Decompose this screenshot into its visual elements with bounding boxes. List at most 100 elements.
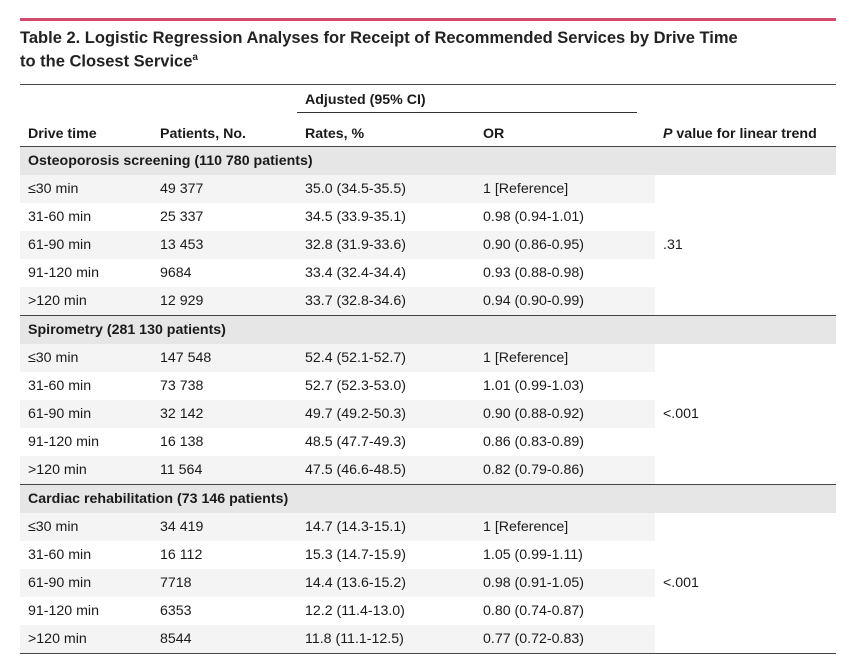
cell-patients: 12 929 [152,286,297,315]
cell-patients: 16 112 [152,540,297,569]
table-row: 31-60 min 73 738 52.7 (52.3-53.0) 1.01 (0.9… [20,371,836,400]
cell-rate: 34.5 (33.9-35.1) [297,202,475,231]
section-header-row: Spirometry (281 130 patients) [20,314,836,344]
cell-patients: 9684 [152,258,297,287]
col-header-or: OR [475,116,655,147]
cell-drive-time: ≤30 min [20,174,152,203]
cell-patients: 25 337 [152,202,297,231]
cell-or: 1 [Reference] [475,174,655,203]
cell-drive-time: 61-90 min [20,230,152,259]
cell-drive-time: ≤30 min [20,512,152,541]
table-row: 91-120 min 9684 33.4 (32.4-34.4) 0.93 (0.88… [20,258,836,287]
cell-drive-time: 91-120 min [20,427,152,456]
cell-patients: 73 738 [152,371,297,400]
table-row: 31-60 min 16 112 15.3 (14.7-15.9) 1.05 (0.9… [20,540,836,569]
cell-drive-time: ≤30 min [20,343,152,372]
cell-patients: 147 548 [152,343,297,372]
table-row: 61-90 min 32 142 49.7 (49.2-50.3) 0.90 (0.8… [20,399,836,428]
cell-drive-time: 61-90 min [20,399,152,428]
cell-rate: 52.4 (52.1-52.7) [297,343,475,372]
cell-rate: 35.0 (34.5-35.5) [297,174,475,203]
cell-patients: 7718 [152,568,297,597]
cell-patients: 49 377 [152,174,297,203]
table-row: 61-90 min 7718 14.4 (13.6-15.2) 0.98 (0.91-… [20,568,836,597]
cell-rate: 33.4 (32.4-34.4) [297,258,475,287]
table-row: ≤30 min 34 419 14.7 (14.3-15.1) 1 [Referenc… [20,512,836,654]
table-row: >120 min 12 929 33.7 (32.8-34.6) 0.94 (0.90… [20,286,836,315]
regression-table: Adjusted (95% CI) Drive time Patients, N… [20,83,836,654]
table-row: ≤30 min 147 548 52.4 (52.1-52.7) 1 [Referen… [20,343,836,484]
table-title-line2: to the Closest Service [20,52,193,71]
cell-drive-time: 31-60 min [20,371,152,400]
header-group-row: Adjusted (95% CI) [20,83,836,117]
cell-rate: 12.2 (11.4-13.0) [297,596,475,625]
table-body: Osteoporosis screening (110 780 patients… [20,146,836,654]
cell-or: 0.86 (0.83-0.89) [475,427,655,456]
cell-drive-time: 91-120 min [20,258,152,287]
adjusted-group-header: Adjusted (95% CI) [297,92,637,113]
cell-pvalue: .31 [655,174,836,315]
cell-patients: 32 142 [152,399,297,428]
cell-or: 0.90 (0.86-0.95) [475,230,655,259]
cell-or: 0.80 (0.74-0.87) [475,596,655,625]
cell-or: 0.90 (0.88-0.92) [475,399,655,428]
cell-patients: 16 138 [152,427,297,456]
cell-rate: 47.5 (46.6-48.5) [297,455,475,484]
cell-patients: 6353 [152,596,297,625]
cell-drive-time: 31-60 min [20,540,152,569]
cell-or: 0.82 (0.79-0.86) [475,455,655,484]
cell-patients: 34 419 [152,512,297,541]
title-footnote-marker: a [192,52,198,63]
table-title-line1: Table 2. Logistic Regression Analyses fo… [20,29,738,47]
section-header-row: Osteoporosis screening (110 780 patients… [20,146,836,175]
table-row: >120 min 11 564 47.5 (46.6-48.5) 0.82 (0.79… [20,455,836,484]
cell-drive-time: >120 min [20,455,152,484]
cell-or: 0.93 (0.88-0.98) [475,258,655,287]
cell-or: 0.98 (0.91-1.05) [475,568,655,597]
cell-drive-time: >120 min [20,624,152,654]
cell-or: 0.77 (0.72-0.83) [475,624,655,654]
cell-rate: 14.7 (14.3-15.1) [297,512,475,541]
cell-or: 0.98 (0.94-1.01) [475,202,655,231]
section-header-row: Cardiac rehabilitation (73 146 patients) [20,483,836,513]
cell-patients: 13 453 [152,230,297,259]
cell-patients: 8544 [152,624,297,654]
col-header-patients: Patients, No. [152,116,297,147]
table-row: 91-120 min 16 138 48.5 (47.7-49.3) 0.86 (0.… [20,427,836,456]
section-label: Osteoporosis screening (110 780 patients… [20,146,836,175]
cell-drive-time: >120 min [20,286,152,315]
cell-rate: 48.5 (47.7-49.3) [297,427,475,456]
cell-rate: 14.4 (13.6-15.2) [297,568,475,597]
cell-drive-time: 91-120 min [20,596,152,625]
cell-rate: 52.7 (52.3-53.0) [297,371,475,400]
cell-drive-time: 31-60 min [20,202,152,231]
cell-pvalue: <.001 [655,343,836,484]
cell-rate: 49.7 (49.2-50.3) [297,399,475,428]
section-label: Spirometry (281 130 patients) [20,314,836,344]
table-row: 61-90 min 13 453 32.8 (31.9-33.6) 0.90 (0.8… [20,230,836,259]
header-column-row: Drive time Patients, No. Rates, % OR P v… [20,116,836,147]
table-row: 31-60 min 25 337 34.5 (33.9-35.1) 0.98 (0.9… [20,202,836,231]
col-header-drive-time: Drive time [20,116,152,147]
cell-pvalue: <.001 [655,512,836,654]
col-header-pvalue: P value for linear trend [655,116,836,147]
table-figure: Table 2. Logistic Regression Analyses fo… [20,18,836,654]
cell-rate: 11.8 (11.1-12.5) [297,624,475,654]
cell-drive-time: 61-90 min [20,568,152,597]
col-header-rates: Rates, % [297,116,475,147]
cell-rate: 32.8 (31.9-33.6) [297,230,475,259]
cell-or: 1 [Reference] [475,512,655,541]
table-row: ≤30 min 49 377 35.0 (34.5-35.5) 1 [Referenc… [20,174,836,315]
cell-patients: 11 564 [152,455,297,484]
cell-rate: 33.7 (32.8-34.6) [297,286,475,315]
cell-or: 1.01 (0.99-1.03) [475,371,655,400]
cell-or: 1.05 (0.99-1.11) [475,540,655,569]
table-title: Table 2. Logistic Regression Analyses fo… [20,28,836,72]
table-row: 91-120 min 6353 12.2 (11.4-13.0) 0.80 (0.74… [20,596,836,625]
accent-rule [20,18,836,21]
cell-rate: 15.3 (14.7-15.9) [297,540,475,569]
table-row: >120 min 8544 11.8 (11.1-12.5) 0.77 (0.72-0… [20,624,836,654]
cell-or: 0.94 (0.90-0.99) [475,286,655,315]
section-label: Cardiac rehabilitation (73 146 patients) [20,483,836,513]
cell-or: 1 [Reference] [475,343,655,372]
